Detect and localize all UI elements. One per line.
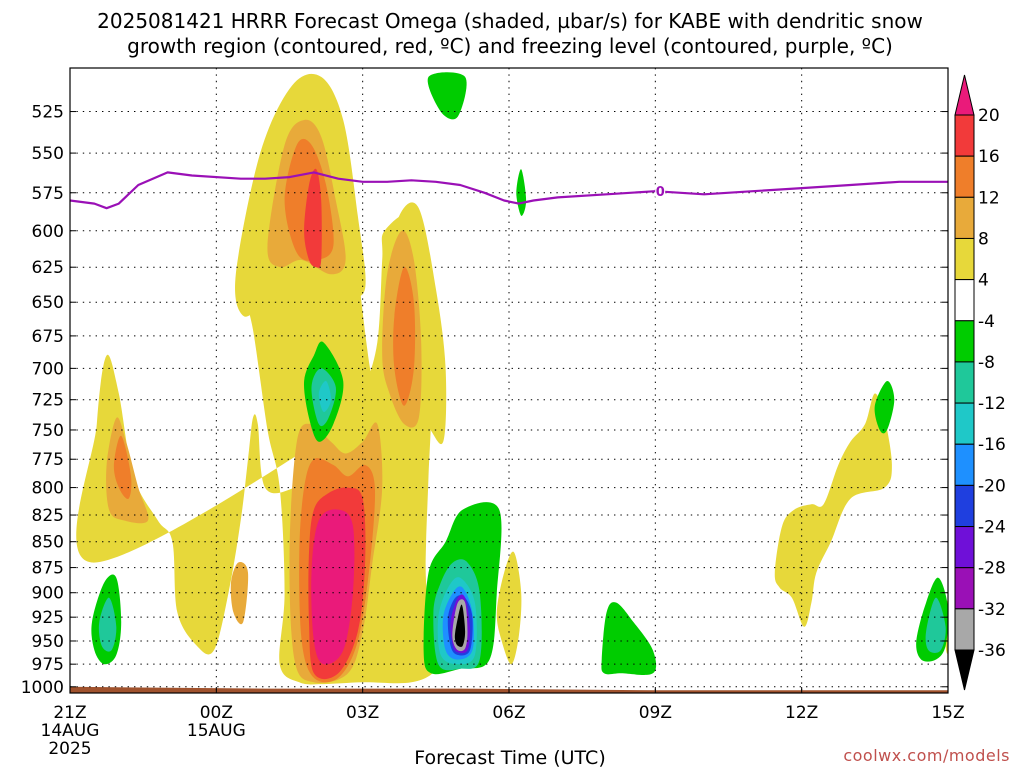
colorbar-tick-label: 16 [978,147,1000,167]
colorbar-tick-label: -36 [978,641,1006,661]
y-tick-label: 900 [32,584,64,604]
colorbar-tick-label: -24 [978,518,1006,538]
colorbar-tick-label: 12 [978,188,1000,208]
omega-area [311,509,355,665]
colorbar-bottom-arrow [954,649,975,691]
y-tick-label: 775 [32,450,64,470]
x-tick-year: 2025 [48,739,91,759]
x-tick-label: 21Z [53,703,86,723]
y-tick-label: 725 [32,391,64,411]
y-axis-ticks: 525 550 575 600 625 650 675 700 725 750 775 800 825 8… [21,103,948,698]
y-tick-label: 525 [32,103,64,123]
x-axis-title: Forecast Time (UTC) [414,747,605,768]
omega-area [874,380,895,434]
freezing-level-label: 0 [656,185,665,200]
colorbar-segment [954,402,975,445]
omega-area [304,168,322,268]
omega-area [925,597,946,654]
colorbar-tick-label: -20 [978,476,1006,496]
colorbar-segment [954,526,975,569]
colorbar-tick-label: -12 [978,394,1006,414]
y-tick-label: 1000 [21,678,64,698]
colorbar-segment [954,567,975,610]
x-tick-label: 00Z [200,703,233,723]
colorbar-segment [954,237,975,281]
colorbar-segment [954,608,975,651]
omega-area [454,604,466,647]
y-tick-label: 925 [32,608,64,628]
omega-area [774,393,892,627]
omega-area [496,551,522,665]
colorbar-segment [954,196,975,239]
colorbar-tick-label: -28 [978,559,1006,579]
colorbar-top-arrow [954,74,975,116]
omega-area [601,602,657,675]
colorbar-segment [954,155,975,198]
y-tick-label: 625 [32,258,64,278]
chart-title-line-1: 2025081421 HRRR Forecast Omega (shaded, … [97,9,923,33]
colorbar-segment [954,114,975,157]
y-tick-label: 600 [32,222,64,242]
colorbar-segment [954,484,975,528]
colorbar-tick-label: 4 [978,271,989,291]
colorbar-segment [954,279,975,322]
colorbar: 20 16 12 8 4 -4 -8 -12 -16 -20 -24 -28 -32 -36 [954,74,1006,691]
x-tick-date: 15AUG [187,721,246,741]
freezing-level-contour: 0 [70,171,948,210]
x-tick-label: 15Z [931,703,964,723]
chart-title-line-2: growth region (contoured, red, ºC) and f… [127,34,893,58]
y-tick-label: 800 [32,479,64,499]
y-tick-label: 650 [32,293,64,313]
y-tick-label: 700 [32,359,64,379]
colorbar-tick-label: -8 [978,353,995,373]
x-tick-label: 09Z [639,703,672,723]
freezing-level-line [70,171,948,210]
colorbar-tick-label: -16 [978,435,1006,455]
x-tick-date: 14AUG [41,721,100,741]
y-tick-label: 550 [32,144,64,164]
omega-area [318,380,332,413]
colorbar-tick-label: -32 [978,600,1006,620]
colorbar-tick-label: 8 [978,229,989,249]
y-tick-label: 975 [32,655,64,675]
y-tick-label: 825 [32,506,64,526]
y-tick-label: 750 [32,421,64,441]
y-tick-label: 950 [32,632,64,652]
x-tick-label: 03Z [346,703,379,723]
y-tick-label: 675 [32,327,64,347]
colorbar-tick-label: -4 [978,312,995,332]
x-tick-label: 12Z [785,703,818,723]
omega-area [230,561,249,625]
credit-text: coolwx.com/models [843,746,1010,765]
omega-area [113,435,132,499]
colorbar-segment [954,443,975,486]
x-tick-label: 06Z [492,703,525,723]
omega-area [427,72,467,120]
omega-area [98,597,117,652]
colorbar-segment [954,361,975,404]
y-tick-label: 850 [32,533,64,553]
y-tick-label: 875 [32,559,64,579]
freezing-level-label-bg [655,184,666,198]
colorbar-segment [954,320,975,363]
colorbar-tick-label: 20 [978,106,1000,126]
omega-shading [76,72,948,685]
y-tick-label: 575 [32,184,64,204]
